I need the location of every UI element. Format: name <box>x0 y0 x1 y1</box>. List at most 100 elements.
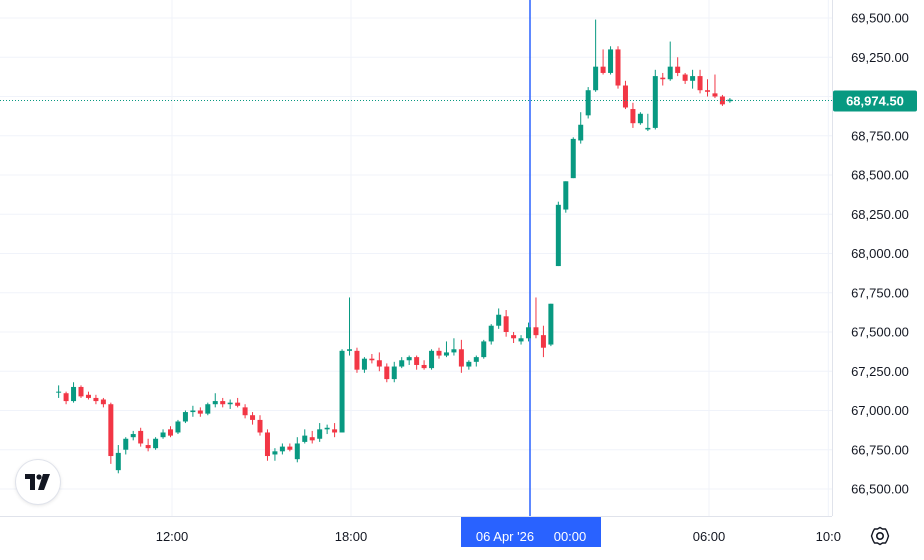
candle[interactable] <box>130 430 136 441</box>
candle[interactable] <box>317 423 323 442</box>
candle[interactable] <box>637 112 643 125</box>
candle[interactable] <box>100 397 106 408</box>
candle[interactable] <box>71 382 77 403</box>
candle[interactable] <box>93 394 99 405</box>
candle[interactable] <box>481 339 487 359</box>
candle[interactable] <box>384 363 390 383</box>
candle-body <box>548 303 554 345</box>
candle[interactable] <box>227 399 233 409</box>
candle[interactable] <box>302 429 308 444</box>
candle[interactable] <box>175 419 181 435</box>
candle[interactable] <box>526 322 532 342</box>
candle[interactable] <box>324 424 330 435</box>
candle[interactable] <box>570 137 576 179</box>
candle[interactable] <box>145 438 151 452</box>
candle[interactable] <box>690 69 696 89</box>
candle[interactable] <box>115 445 121 474</box>
price-axis[interactable]: 69,500.00 69,250.00 68,750.00 68,500.00 68,2… <box>832 0 909 516</box>
candle[interactable] <box>294 437 300 463</box>
candle[interactable] <box>168 426 174 438</box>
candle[interactable] <box>563 181 569 213</box>
candle[interactable] <box>518 335 524 345</box>
candle[interactable] <box>264 429 270 461</box>
candle[interactable] <box>511 332 517 343</box>
candle[interactable] <box>123 437 129 455</box>
candle[interactable] <box>622 80 628 110</box>
candle[interactable] <box>153 437 159 450</box>
candle[interactable] <box>85 391 91 400</box>
candle[interactable] <box>682 72 688 84</box>
candle[interactable] <box>190 405 196 417</box>
candle[interactable] <box>391 361 397 383</box>
candle[interactable] <box>421 360 427 370</box>
candle[interactable] <box>436 347 442 359</box>
candle[interactable] <box>272 448 278 461</box>
time-tick-label: 10:0 <box>816 529 841 544</box>
candle[interactable] <box>138 427 144 447</box>
candle[interactable] <box>451 338 457 356</box>
candle[interactable] <box>697 69 703 94</box>
candle[interactable] <box>354 347 360 373</box>
candle[interactable] <box>548 303 554 347</box>
candle[interactable] <box>578 112 584 144</box>
candle[interactable] <box>376 352 382 372</box>
candle[interactable] <box>645 113 651 132</box>
candle[interactable] <box>197 407 203 417</box>
candle[interactable] <box>212 393 218 408</box>
candle[interactable] <box>287 443 293 452</box>
candle[interactable] <box>399 357 405 369</box>
candle[interactable] <box>540 325 546 358</box>
candle[interactable] <box>488 324 494 345</box>
candle[interactable] <box>160 429 166 439</box>
candle[interactable] <box>279 443 285 455</box>
candle[interactable] <box>600 49 606 75</box>
candle[interactable] <box>347 297 353 356</box>
candle[interactable] <box>406 355 412 365</box>
candle[interactable] <box>712 74 718 99</box>
candle[interactable] <box>332 423 338 438</box>
candle[interactable] <box>705 79 711 97</box>
candle-body <box>264 432 270 457</box>
chart-settings-button[interactable] <box>868 524 892 548</box>
candle[interactable] <box>503 310 509 337</box>
candle[interactable] <box>443 341 449 358</box>
candle[interactable] <box>235 397 241 408</box>
candle[interactable] <box>585 87 591 119</box>
candle[interactable] <box>473 355 479 367</box>
candle[interactable] <box>339 349 345 433</box>
candle[interactable] <box>250 412 256 425</box>
candle-body <box>160 432 166 438</box>
candle[interactable] <box>630 102 636 128</box>
time-axis[interactable]: 12:00 18:00 06:00 10:0 06 Apr '26 00:00 <box>0 516 841 548</box>
candle[interactable] <box>220 397 226 408</box>
candle[interactable] <box>555 201 561 267</box>
candle[interactable] <box>414 355 420 370</box>
candle[interactable] <box>608 46 614 75</box>
candle[interactable] <box>78 385 84 398</box>
candle[interactable] <box>660 72 666 86</box>
candle[interactable] <box>257 415 263 436</box>
candle[interactable] <box>429 349 435 370</box>
candles[interactable] <box>56 19 733 474</box>
candle[interactable] <box>182 410 188 424</box>
candle[interactable] <box>242 404 248 419</box>
candle[interactable] <box>593 19 599 92</box>
candle[interactable] <box>719 94 725 106</box>
candle[interactable] <box>533 297 539 339</box>
candle[interactable] <box>615 46 621 89</box>
candle[interactable] <box>108 402 114 464</box>
candle[interactable] <box>361 357 367 373</box>
candle[interactable] <box>458 339 464 373</box>
candle[interactable] <box>496 308 502 329</box>
candle[interactable] <box>667 41 673 81</box>
candle[interactable] <box>652 69 658 130</box>
candle[interactable] <box>309 430 315 444</box>
candle[interactable] <box>466 360 472 370</box>
candle[interactable] <box>205 402 211 416</box>
candle[interactable] <box>369 353 375 364</box>
candle[interactable] <box>675 57 681 77</box>
candle[interactable] <box>56 385 62 398</box>
candle[interactable] <box>63 391 69 405</box>
tradingview-logo[interactable] <box>16 460 60 504</box>
